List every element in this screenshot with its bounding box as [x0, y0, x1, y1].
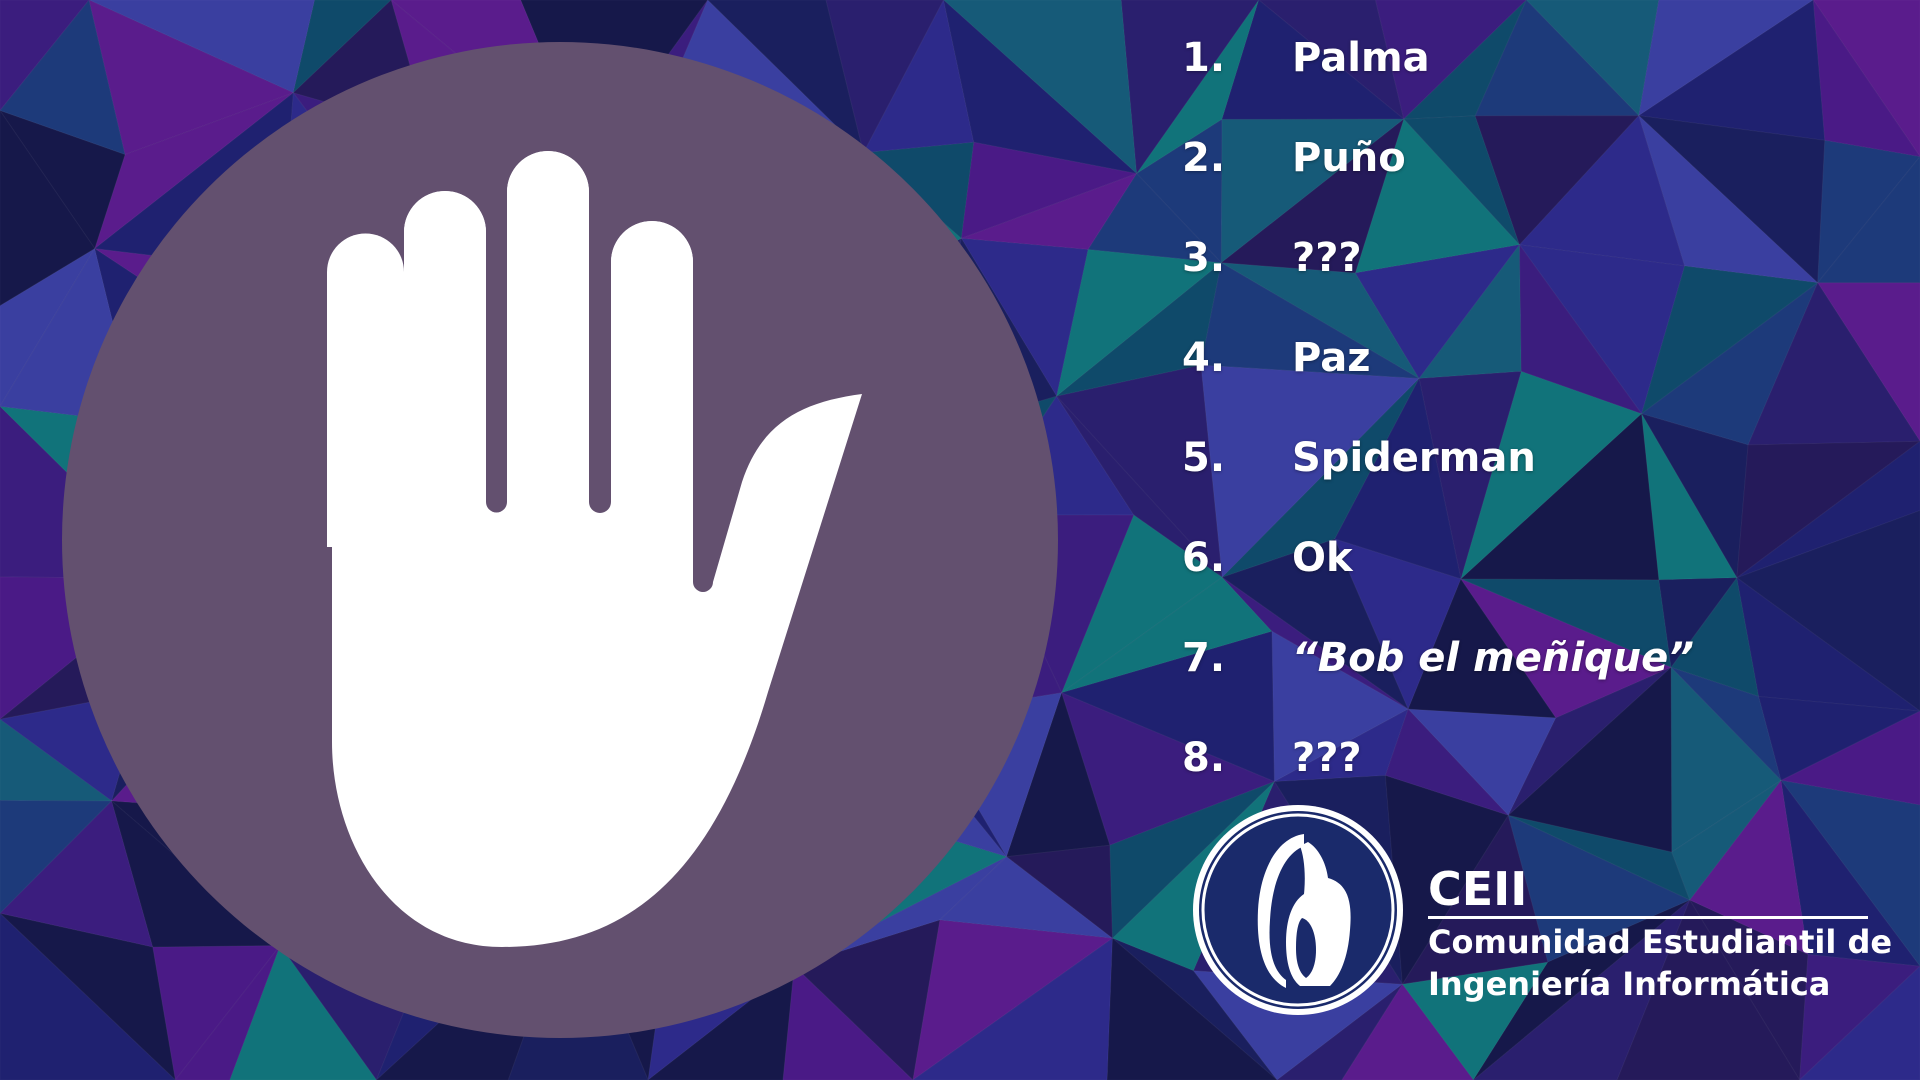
list-item-label: Puño — [1292, 135, 1406, 181]
logo-divider — [1428, 916, 1868, 919]
raised-hand-icon — [62, 42, 1058, 1038]
list-item-label: Ok — [1292, 535, 1353, 581]
logo-text-line2: Ingeniería Informática — [1428, 965, 1831, 1003]
list-item-number: 2. — [1182, 135, 1226, 181]
list-item-label: Palma — [1292, 35, 1430, 81]
list-item: 8.??? — [1182, 725, 1882, 825]
list-item: 7. “Bob el meñique” — [1182, 625, 1882, 725]
list-item-number: 3. — [1182, 235, 1226, 281]
hand-shape — [327, 151, 862, 947]
list-item-number: 1. — [1182, 35, 1226, 81]
list-item: 5. Spiderman — [1182, 425, 1882, 525]
list-item-number: 6. — [1182, 535, 1226, 581]
ceii-logo: CEII Comunidad Estudiantil de Ingeniería… — [1190, 802, 1892, 1032]
gesture-list: 1. Palma 2. Puño 3.??? 4. Paz 5. Spiderman 6. Ok 7.… — [1182, 25, 1882, 825]
list-item-number: 7. — [1182, 635, 1226, 681]
list-item: 4. Paz — [1182, 325, 1882, 425]
hand-badge — [62, 42, 1058, 1038]
ceii-emblem-icon — [1190, 802, 1406, 1018]
list-item-number: 4. — [1182, 335, 1226, 381]
logo-acronym: CEII — [1428, 862, 1528, 916]
logo-text-line1: Comunidad Estudiantil de — [1428, 923, 1893, 961]
list-item-number: 5. — [1182, 435, 1226, 481]
list-item-label: ??? — [1292, 235, 1362, 281]
list-item: 2. Puño — [1182, 125, 1882, 225]
list-item-label: Spiderman — [1292, 435, 1536, 481]
list-item: 3.??? — [1182, 225, 1882, 325]
list-item-number: 8. — [1182, 735, 1226, 781]
list-item: 1. Palma — [1182, 25, 1882, 125]
list-item-label: Paz — [1292, 335, 1371, 381]
list-item: 6. Ok — [1182, 525, 1882, 625]
list-item-label: ??? — [1292, 735, 1362, 781]
list-item-label: “Bob el meñique” — [1292, 635, 1695, 681]
